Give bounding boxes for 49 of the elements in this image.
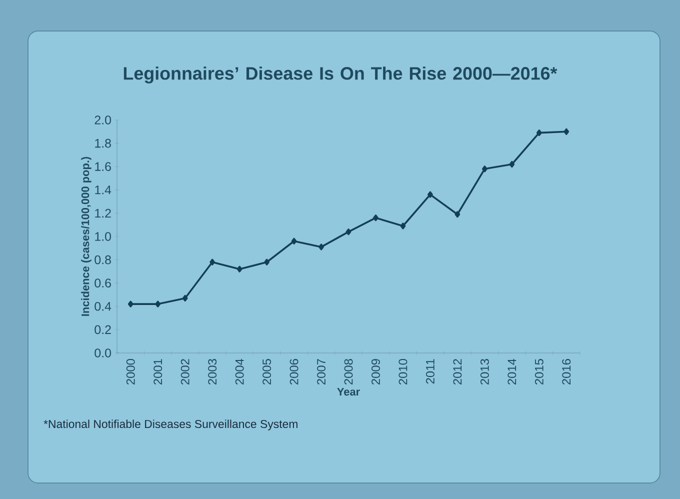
point (318, 244, 324, 250)
y-tick-label: 1.6 (95, 162, 111, 171)
point (291, 238, 297, 244)
point (346, 228, 352, 236)
x-tick-label: 2004 (235, 358, 244, 385)
point (454, 211, 460, 218)
y-tick-label: 0.0 (94, 348, 111, 358)
point (128, 300, 134, 308)
x-tick-label: 2010 (398, 358, 408, 385)
point (155, 300, 161, 308)
point (264, 258, 270, 266)
x-axis-title: Year (337, 388, 360, 396)
x-tick-label: 2006 (290, 359, 298, 385)
point (428, 191, 433, 198)
point (509, 160, 515, 168)
y-tick-label: 1.0 (95, 232, 111, 241)
x-tick-label: 2002 (180, 359, 190, 385)
point (400, 222, 406, 230)
y-tick-label: 0.6 (94, 278, 111, 288)
x-tick-label: 2015 (534, 359, 544, 385)
chart-title: Legionnaires’ Disease Is On The Rise 2000—2016* (124, 66, 558, 84)
x-tick-label: 2012 (453, 359, 462, 385)
x-tick-label: 2003 (208, 359, 217, 385)
y-tick-label: 0.8 (94, 255, 111, 264)
y-tick-label: 0.2 (94, 325, 111, 334)
point (373, 214, 378, 222)
x-tick-label: 2007 (317, 359, 326, 385)
x-tick-label: 2016 (562, 359, 571, 385)
x-tick-label: 2000 (126, 358, 135, 385)
y-tick-label: 2.0 (94, 116, 111, 124)
x-tick-label: 2011 (426, 359, 434, 384)
y-tick-label: 1.2 (95, 208, 111, 218)
point (564, 128, 570, 135)
y-tick-label: 1.4 (95, 186, 112, 194)
point (210, 258, 216, 266)
y-axis-title: Incidence (cases/100,000 pop.) (81, 156, 92, 316)
text: *National Notifiable Diseases Surveillance System (44, 420, 298, 430)
x-tick-label: 2009 (372, 359, 380, 385)
point (236, 266, 242, 272)
point (482, 166, 488, 172)
x-tick-label: 2013 (480, 359, 489, 385)
point (536, 130, 542, 136)
y-tick-label: 1.8 (95, 138, 111, 148)
x-tick-label: 2001 (154, 359, 162, 385)
x-tick-label: 2014 (508, 358, 516, 385)
x-tick-label: 2005 (262, 359, 272, 385)
x-tick-label: 2008 (344, 359, 353, 385)
point (182, 294, 188, 302)
y-tick-label: 0.4 (94, 302, 112, 311)
